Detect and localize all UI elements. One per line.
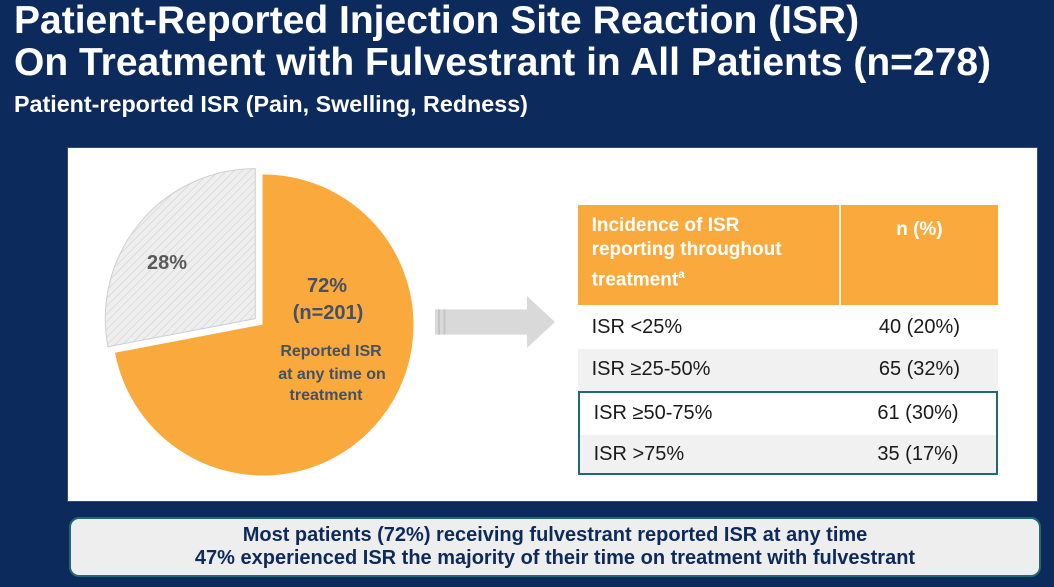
svg-text:treatment: treatment <box>290 387 364 404</box>
svg-text:72%: 72% <box>307 275 347 297</box>
svg-text:28%: 28% <box>147 252 187 274</box>
svg-text:(n=201): (n=201) <box>293 302 364 324</box>
svg-text:Reported ISR: Reported ISR <box>280 343 382 360</box>
svg-text:at any time on: at any time on <box>278 366 386 383</box>
